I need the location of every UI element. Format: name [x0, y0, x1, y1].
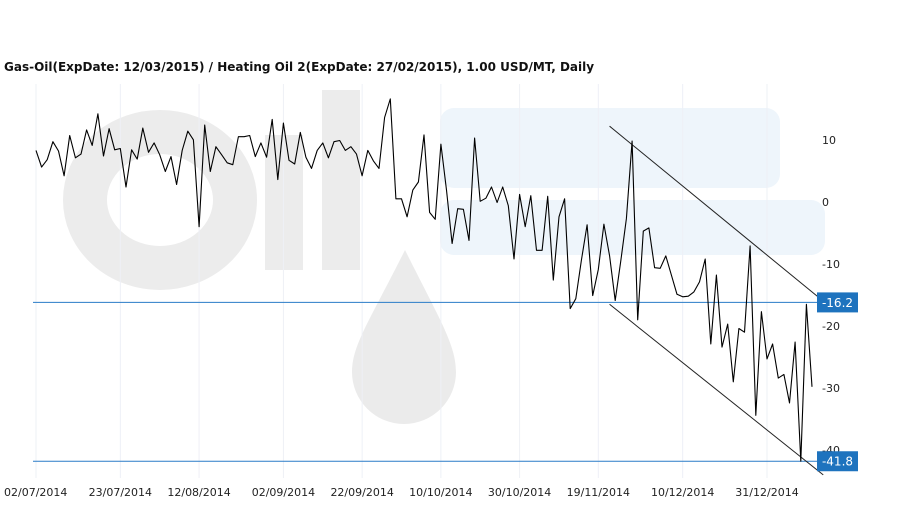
watermark-logo [63, 90, 825, 424]
y-tick-label: -20 [822, 320, 840, 333]
x-tick-label: 02/07/2014 [4, 486, 67, 499]
series [35, 98, 813, 462]
x-tick-label: 02/09/2014 [252, 486, 315, 499]
y-tick-label: 0 [822, 196, 829, 209]
x-tick-label: 23/07/2014 [89, 486, 152, 499]
y-axis: 100-10-20-30-40 [822, 134, 840, 457]
x-tick-label: 22/09/2014 [330, 486, 393, 499]
watermark-stat-band [440, 108, 780, 188]
watermark-stat-band-lower [440, 200, 825, 255]
x-tick-label: 10/12/2014 [651, 486, 714, 499]
x-tick-label: 31/12/2014 [735, 486, 798, 499]
level-label-box [817, 292, 858, 313]
channel-line [609, 125, 824, 302]
watermark-drop-icon [352, 250, 456, 424]
horizontal-levels [33, 301, 818, 462]
level-label: -41.8 [822, 455, 853, 469]
level-label: -16.2 [822, 296, 853, 310]
watermark-letter-o [63, 110, 257, 290]
level-label-box [817, 451, 858, 472]
watermark-letter-i [265, 135, 303, 270]
y-tick-label: -30 [822, 382, 840, 395]
y-tick-label: 10 [822, 134, 836, 147]
x-axis: 02/07/2014 23/07/2014 12/08/2014 02/09/2014… [4, 486, 799, 499]
x-tick-label: 10/10/2014 [409, 486, 472, 499]
watermark-letter-l [322, 90, 360, 270]
series-line [35, 98, 813, 462]
chart-title: Gas-Oil(ExpDate: 12/03/2015) / Heating O… [4, 60, 595, 74]
trend-channel [609, 125, 824, 476]
y-tick-label: -10 [822, 258, 840, 271]
level-labels: -16.2 -41.8 [817, 292, 858, 472]
x-tick-label: 30/10/2014 [488, 486, 551, 499]
x-tick-label: 19/11/2014 [567, 486, 630, 499]
x-tick-label: 12/08/2014 [167, 486, 230, 499]
channel-line [609, 303, 824, 476]
